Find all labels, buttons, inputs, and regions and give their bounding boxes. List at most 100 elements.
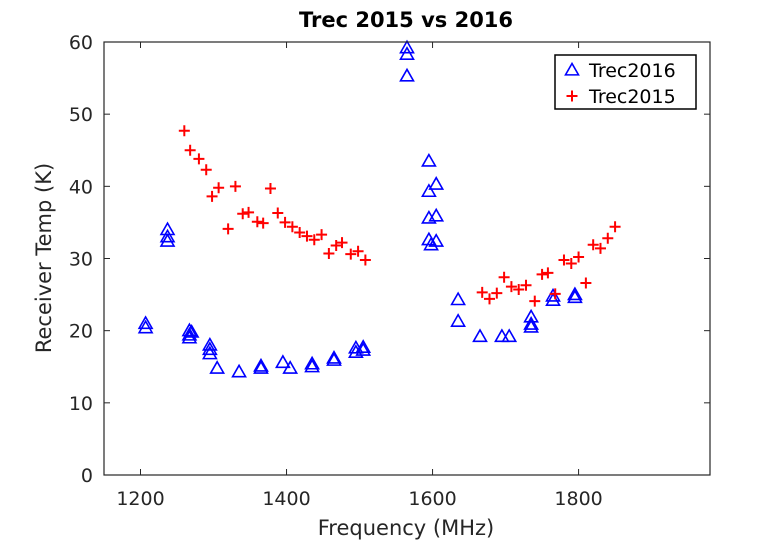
data-point-trec2015 — [520, 279, 532, 291]
data-point-trec2016 — [523, 316, 539, 330]
data-point-trec2015 — [323, 247, 335, 259]
data-point-trec2016 — [545, 287, 561, 302]
y-tick-label: 60 — [69, 32, 93, 54]
data-point-trec2016 — [201, 341, 218, 356]
data-point-trec2015 — [491, 287, 503, 299]
data-point-trec2016 — [399, 39, 415, 54]
data-point-trec2015 — [352, 245, 364, 257]
data-point-trec2015 — [513, 284, 525, 296]
legend-marker-trec2016 — [564, 61, 580, 76]
legend-label: Trec2016 — [588, 60, 676, 82]
y-tick-label: 20 — [69, 321, 93, 343]
data-point-trec2015 — [330, 240, 342, 252]
data-point-trec2015 — [286, 221, 298, 233]
data-point-trec2015 — [536, 268, 548, 280]
data-point-trec2015 — [549, 288, 561, 300]
legend-label: Trec2015 — [588, 86, 676, 108]
data-point-trec2015 — [542, 267, 554, 279]
legend-box — [554, 54, 697, 110]
data-point-trec2016 — [253, 357, 269, 372]
data-point-trec2016 — [421, 152, 437, 167]
data-point-trec2015 — [279, 216, 291, 228]
data-point-trec2016 — [282, 360, 299, 374]
data-point-trec2016 — [472, 328, 488, 343]
series-layer — [137, 39, 621, 378]
data-point-trec2015 — [565, 258, 577, 270]
data-point-trec2016 — [181, 322, 198, 337]
data-point-trec2016 — [159, 228, 176, 243]
data-point-trec2015 — [206, 190, 218, 202]
data-point-trec2016 — [304, 358, 320, 373]
data-point-trec2015 — [498, 271, 510, 283]
data-point-trec2016 — [231, 363, 247, 378]
data-point-trec2016 — [545, 292, 561, 307]
data-point-trec2016 — [137, 319, 154, 334]
data-point-trec2015 — [484, 293, 496, 305]
data-point-trec2015 — [316, 229, 328, 241]
legend: Trec2016 Trec2015 — [554, 54, 697, 110]
data-point-trec2015 — [580, 277, 592, 289]
data-point-trec2015 — [243, 206, 255, 218]
data-point-trec2016 — [183, 323, 200, 338]
data-point-trec2016 — [450, 291, 466, 306]
y-tick-label: 50 — [69, 104, 93, 126]
data-point-trec2015 — [602, 232, 614, 244]
data-point-trec2016 — [567, 289, 583, 304]
data-point-trec2015 — [294, 227, 306, 239]
data-point-trec2015 — [272, 207, 284, 219]
data-point-trec2016 — [421, 183, 437, 198]
data-point-trec2015 — [229, 180, 241, 192]
data-point-trec2015 — [213, 182, 225, 194]
data-point-trec2015 — [476, 286, 488, 298]
y-axis-label: Receiver Temp (K) — [32, 163, 56, 353]
data-point-trec2016 — [326, 352, 342, 366]
x-tick-label: 1200 — [116, 488, 164, 510]
data-point-trec2015 — [558, 254, 570, 266]
data-point-trec2015 — [573, 251, 585, 263]
data-point-trec2016 — [399, 67, 415, 82]
data-point-trec2016 — [428, 233, 445, 247]
data-point-trec2015 — [587, 239, 599, 251]
data-point-trec2016 — [523, 318, 539, 333]
data-point-trec2015 — [505, 281, 517, 293]
data-point-trec2016 — [253, 360, 269, 374]
data-point-trec2015 — [257, 217, 269, 229]
data-point-trec2015 — [336, 237, 348, 249]
x-tick-label: 1600 — [408, 488, 456, 510]
data-point-trec2015 — [609, 221, 621, 233]
data-point-trec2016 — [159, 233, 176, 247]
data-point-trec2016 — [304, 355, 320, 370]
data-point-trec2016 — [201, 336, 218, 351]
data-point-trec2016 — [201, 345, 218, 360]
data-point-trec2015 — [251, 216, 263, 228]
y-axis-ticks: 0 10 20 30 40 50 60 — [69, 32, 710, 487]
series-trec2015 — [178, 125, 621, 307]
data-point-trec2016 — [423, 236, 439, 251]
data-point-trec2015 — [529, 295, 541, 307]
x-tick-label: 1400 — [262, 488, 310, 510]
series-trec2016 — [137, 39, 583, 378]
data-point-trec2016 — [399, 46, 415, 60]
x-tick-label: 1800 — [554, 488, 602, 510]
data-point-trec2015 — [359, 254, 371, 266]
data-point-trec2016 — [209, 360, 226, 374]
plot-area-frame — [103, 41, 711, 476]
data-point-trec2016 — [450, 313, 466, 327]
y-tick-label: 40 — [69, 176, 93, 198]
data-point-trec2015 — [345, 248, 357, 260]
data-point-trec2016 — [428, 207, 445, 222]
data-point-trec2015 — [184, 144, 196, 156]
data-point-trec2015 — [594, 242, 606, 254]
data-point-trec2015 — [308, 234, 320, 246]
data-point-trec2016 — [355, 342, 372, 356]
data-point-trec2016 — [326, 349, 342, 364]
data-point-trec2016 — [567, 286, 583, 301]
data-point-trec2015 — [200, 164, 212, 176]
y-tick-label: 0 — [81, 465, 93, 487]
data-point-trec2016 — [355, 339, 372, 353]
y-tick-label: 30 — [69, 249, 93, 271]
legend-marker-trec2015 — [566, 90, 578, 102]
data-point-trec2016 — [275, 354, 291, 369]
x-axis-label: Frequency (MHz) — [318, 516, 494, 540]
